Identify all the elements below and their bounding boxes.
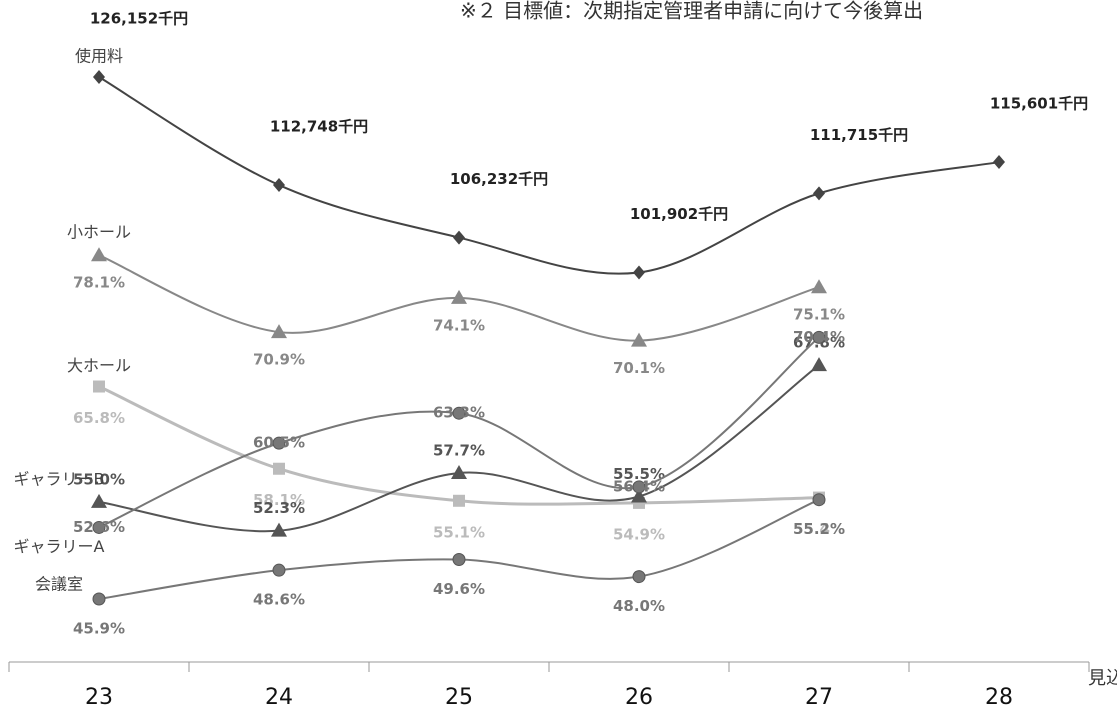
marker	[272, 563, 286, 577]
x-annotation: 見込	[1088, 668, 1117, 689]
marker	[811, 279, 827, 294]
data-label: 48.6%	[253, 591, 305, 609]
marker	[272, 436, 286, 450]
data-label: 75.1%	[793, 306, 845, 324]
marker	[632, 570, 646, 584]
data-label: 54.9%	[613, 525, 665, 543]
marker	[451, 465, 467, 480]
data-label: 111,715千円	[810, 126, 908, 144]
marker	[811, 357, 827, 372]
series-name: 使用料	[75, 47, 123, 66]
x-tick-label: 28	[985, 685, 1013, 709]
x-tick-label: 23	[85, 685, 113, 709]
marker	[632, 480, 646, 494]
x-tick-label: 27	[805, 685, 833, 709]
data-label: 126,152千円	[90, 10, 188, 28]
marker	[273, 462, 285, 475]
marker	[633, 265, 645, 280]
note: ※２ 目標値：次期指定管理者申請に向けて今後算出	[460, 0, 923, 23]
marker	[91, 247, 107, 262]
x-tick-label: 24	[265, 685, 293, 709]
data-label: 65.8%	[73, 409, 125, 427]
data-label: 55.5%	[613, 465, 665, 483]
data-label: 56.4%	[613, 477, 665, 495]
series-name: ギャラリーB	[14, 469, 105, 488]
marker	[271, 324, 287, 339]
marker	[812, 493, 826, 507]
series-name: 会議室	[35, 575, 83, 594]
data-label: 55.1%	[433, 523, 485, 541]
marker	[93, 380, 105, 393]
marker	[813, 186, 825, 201]
series-name: ギャラリーA	[14, 537, 105, 556]
marker	[91, 493, 107, 508]
data-label: 115,601千円	[990, 95, 1088, 113]
data-label: 55.0%	[73, 470, 125, 488]
data-label: 58.1%	[253, 491, 305, 509]
marker	[273, 178, 285, 193]
marker	[451, 289, 467, 304]
data-label: 112,748千円	[270, 118, 368, 136]
data-label: 49.6%	[433, 580, 485, 598]
marker	[453, 494, 465, 507]
data-label: 74.1%	[433, 316, 485, 334]
marker	[631, 332, 647, 347]
x-tick-label: 25	[445, 685, 473, 709]
data-label: 55.4%	[793, 520, 845, 538]
marker	[92, 520, 106, 534]
marker	[452, 552, 466, 566]
marker	[812, 330, 826, 344]
marker	[92, 592, 106, 606]
marker	[993, 155, 1005, 170]
data-label: 101,902千円	[630, 205, 728, 223]
marker	[631, 488, 647, 503]
data-label: 48.0%	[613, 597, 665, 615]
data-label: 52.3%	[253, 499, 305, 517]
marker	[93, 70, 105, 85]
data-label: 57.7%	[433, 442, 485, 460]
data-label: 52.6%	[73, 518, 125, 536]
data-label: 106,232千円	[450, 170, 548, 188]
x-tick-label: 26	[625, 685, 653, 709]
series-line	[98, 76, 1000, 275]
marker	[271, 522, 287, 537]
marker	[453, 230, 465, 245]
data-label: 60.5%	[253, 434, 305, 452]
series-name: 大ホール	[67, 356, 131, 375]
data-label: 55.2%	[793, 520, 845, 538]
data-label: 70.4%	[793, 328, 845, 346]
data-label: 45.9%	[73, 620, 125, 638]
data-label: 70.1%	[613, 359, 665, 377]
data-label: 70.9%	[253, 351, 305, 369]
data-label: 63.3%	[433, 404, 485, 422]
data-label: 78.1%	[73, 274, 125, 292]
marker	[452, 406, 466, 420]
series-name: 小ホール	[67, 223, 131, 242]
